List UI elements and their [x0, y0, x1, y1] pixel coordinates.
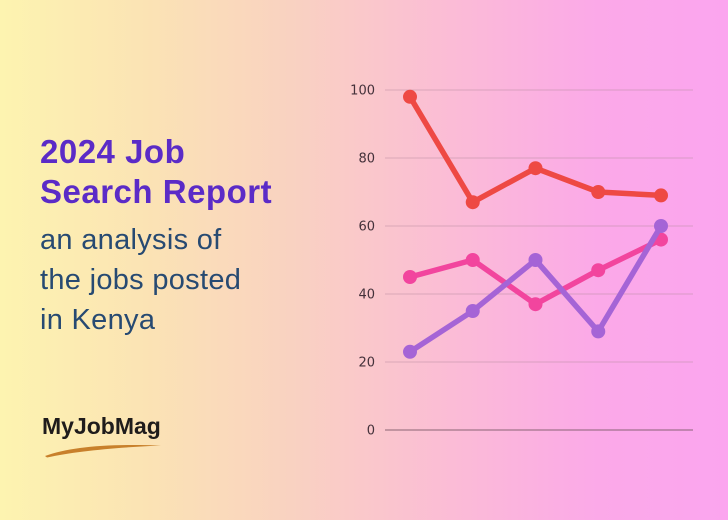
hero-text-block: 2024 Job Search Report an analysis of th…	[40, 132, 330, 340]
y-tick-label-60: 60	[358, 220, 375, 235]
purple-series-point-5	[654, 219, 668, 233]
pink-series-point-4	[591, 263, 606, 278]
red-series-point-2	[465, 195, 480, 210]
report-title: 2024 Job Search Report	[40, 132, 330, 212]
pink-series-point-3	[528, 297, 543, 312]
report-subtitle-line3: in Kenya	[40, 304, 156, 336]
myjobmag-logo-text: MyJobMag	[42, 413, 161, 439]
red-series-point-4	[591, 185, 606, 199]
report-subtitle-line2: the jobs posted	[40, 264, 242, 296]
red-series-point-3	[528, 161, 543, 176]
purple-series-point-3	[528, 253, 543, 267]
line-chart-container: 100 80 60 40 20 0	[330, 60, 720, 455]
red-series-point-5	[654, 188, 668, 203]
purple-series-point-2	[465, 304, 480, 318]
purple-series-point-4	[591, 324, 606, 339]
report-title-line2: Search Report	[40, 173, 273, 210]
pink-series-point-2	[465, 253, 480, 267]
red-series-line	[407, 94, 664, 205]
pink-series-point-1	[403, 270, 417, 284]
line-chart: 100 80 60 40 20 0	[350, 84, 693, 439]
y-tick-label-0: 0	[367, 424, 375, 439]
report-title-line1: 2024 Job	[40, 133, 186, 170]
y-tick-label-80: 80	[358, 152, 375, 167]
y-tick-label-20: 20	[358, 356, 375, 371]
report-subtitle: an analysis of the jobs posted in Kenya	[40, 220, 330, 340]
red-series-point-1	[403, 89, 417, 104]
purple-series-line	[407, 223, 664, 355]
y-tick-label-40: 40	[358, 288, 375, 303]
logo-swoosh-icon	[45, 444, 161, 458]
purple-series-point-1	[403, 344, 417, 359]
myjobmag-logo: MyJobMag	[42, 413, 172, 458]
report-subtitle-line1: an analysis of	[40, 224, 222, 256]
y-tick-label-100: 100	[350, 84, 375, 99]
